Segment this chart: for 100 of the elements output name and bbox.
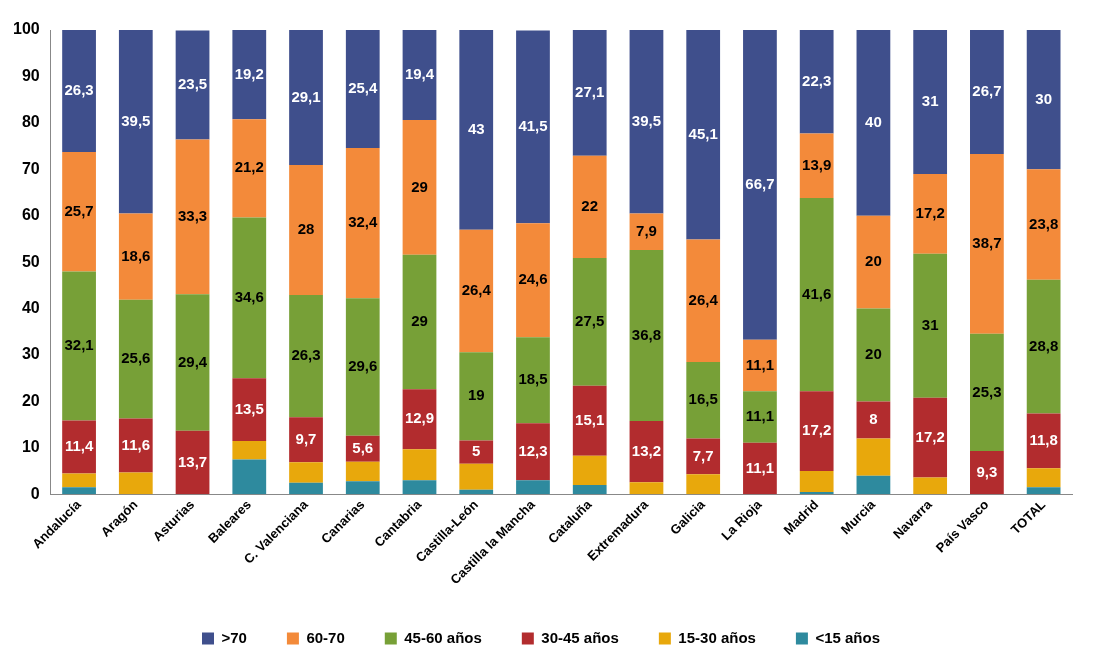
- legend-label: >70: [221, 628, 247, 646]
- data-label: 29,4: [177, 352, 208, 370]
- bar: [970, 30, 1004, 154]
- data-label: 34,6: [234, 288, 264, 306]
- y-tick-label: 0: [30, 484, 40, 502]
- bar: [516, 423, 550, 481]
- data-label: 17,2: [802, 421, 832, 439]
- bar: [516, 30, 550, 224]
- bar: [572, 385, 607, 456]
- bar: [799, 391, 834, 472]
- data-label: 41,5: [518, 116, 548, 134]
- bar: [402, 449, 437, 481]
- bar: [856, 401, 891, 439]
- legend-label: 15-30 años: [678, 628, 756, 646]
- bar: [62, 152, 96, 272]
- data-label: 26,3: [64, 81, 94, 99]
- data-label: 23,5: [177, 75, 208, 93]
- bar: [289, 165, 323, 296]
- bar: [629, 482, 664, 495]
- legend-label: 45-60 años: [404, 628, 482, 646]
- data-label: 28: [297, 220, 315, 238]
- data-label: 25,3: [972, 382, 1002, 400]
- y-tick-label: 40: [21, 298, 40, 316]
- data-label: 30: [1035, 89, 1052, 107]
- bar: [289, 482, 323, 495]
- data-label: 38,7: [972, 233, 1002, 251]
- bar: [62, 30, 96, 153]
- bar: [232, 119, 267, 218]
- data-label: 41,6: [802, 284, 832, 302]
- data-label: 21,2: [234, 158, 264, 176]
- y-tick-label: 10: [21, 438, 40, 456]
- data-label: 26,4: [461, 281, 492, 299]
- bar: [572, 455, 607, 485]
- bar: [345, 30, 380, 148]
- y-tick-label: 100: [12, 20, 40, 38]
- data-label: 40: [865, 112, 882, 130]
- data-label: 5: [472, 442, 481, 460]
- bar: [1026, 30, 1061, 170]
- bar: [913, 30, 948, 174]
- bar: [175, 30, 210, 140]
- legend-label: 60-70: [306, 628, 345, 646]
- data-label: 24,6: [518, 270, 548, 288]
- data-label: 20: [865, 345, 882, 363]
- data-label: 23,8: [1029, 214, 1059, 232]
- bar: [345, 298, 380, 436]
- data-label: 15,1: [575, 410, 605, 428]
- bar: [799, 471, 834, 492]
- bar: [913, 397, 948, 478]
- data-label: 7,9: [636, 221, 657, 239]
- data-label: 18,5: [518, 370, 548, 388]
- bar: [459, 463, 494, 490]
- bar: [402, 480, 437, 495]
- data-label: 33,3: [177, 207, 208, 225]
- bar: [289, 295, 323, 418]
- data-label: 43: [467, 119, 485, 137]
- bar: [572, 30, 607, 156]
- data-label: 39,5: [631, 111, 662, 129]
- bar: [856, 215, 891, 309]
- y-tick-label: 50: [21, 252, 40, 270]
- bar: [175, 139, 210, 295]
- data-label: 9,7: [295, 429, 317, 447]
- data-label: 36,8: [631, 325, 662, 343]
- data-label: 20: [865, 252, 882, 270]
- bar: [402, 254, 437, 390]
- data-label: 29,1: [291, 87, 321, 105]
- bar: [856, 308, 891, 402]
- data-label: 16,5: [688, 390, 718, 408]
- bar: [743, 30, 777, 340]
- bar: [232, 217, 267, 379]
- data-label: 22,3: [802, 71, 832, 89]
- bar: [175, 294, 210, 431]
- bar: [799, 198, 834, 392]
- bar: [62, 487, 96, 495]
- data-label: 19,2: [234, 64, 264, 82]
- data-label: 39,5: [121, 111, 151, 129]
- data-label: 9,3: [976, 462, 998, 480]
- data-label: 45,1: [688, 124, 718, 142]
- y-tick-label: 20: [21, 391, 40, 409]
- bar: [459, 229, 494, 353]
- data-label: 26,7: [972, 82, 1002, 100]
- bar: [970, 153, 1004, 334]
- bar: [289, 462, 323, 483]
- bar: [516, 337, 550, 424]
- data-label: 17,2: [915, 427, 945, 445]
- bar: [1026, 279, 1061, 414]
- bar: [856, 438, 891, 476]
- data-label: 11,8: [1029, 431, 1058, 449]
- bar: [345, 481, 380, 495]
- y-tick-label: 80: [21, 113, 40, 131]
- bar: [686, 438, 721, 475]
- y-tick-label: 30: [21, 345, 40, 363]
- bar: [345, 147, 380, 299]
- data-label: 29: [411, 177, 428, 195]
- bar: [232, 30, 267, 120]
- bar: [572, 155, 607, 258]
- data-label: 13,7: [177, 452, 208, 470]
- data-label: 25,7: [64, 201, 94, 219]
- data-label: 31: [921, 92, 939, 110]
- data-label: 7,7: [692, 446, 714, 464]
- bar: [459, 440, 494, 464]
